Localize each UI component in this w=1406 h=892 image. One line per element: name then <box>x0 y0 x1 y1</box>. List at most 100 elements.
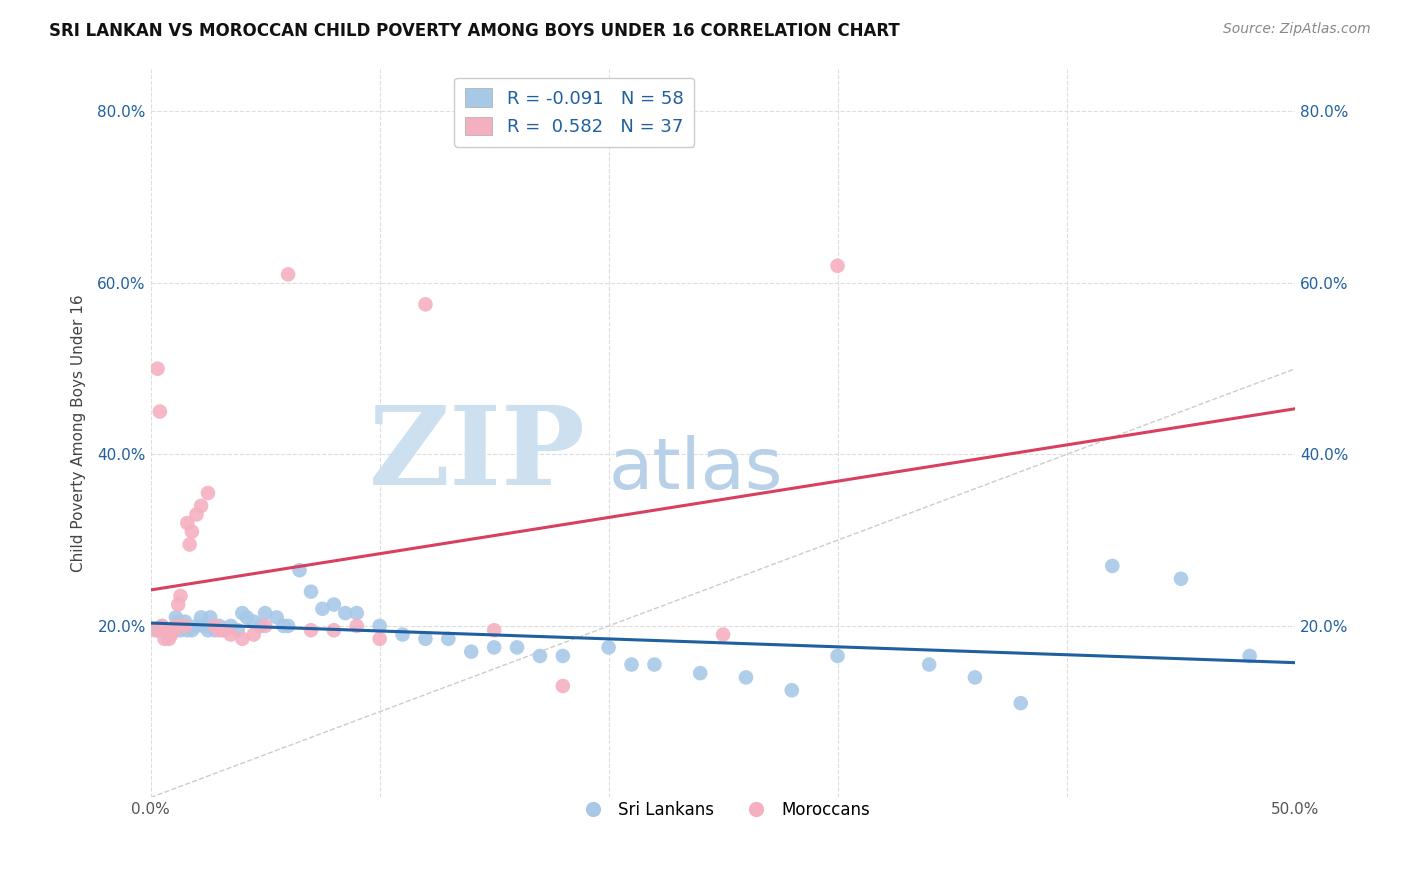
Point <box>368 619 391 633</box>
Point <box>288 563 311 577</box>
Point <box>219 619 242 633</box>
Point <box>277 268 299 282</box>
Point <box>153 632 176 646</box>
Point <box>157 627 180 641</box>
Point <box>1170 572 1192 586</box>
Y-axis label: Child Poverty Among Boys Under 16: Child Poverty Among Boys Under 16 <box>72 294 86 572</box>
Point <box>918 657 941 672</box>
Point <box>254 606 277 620</box>
Point <box>299 584 322 599</box>
Point <box>322 598 344 612</box>
Point <box>174 619 197 633</box>
Point <box>165 619 187 633</box>
Point <box>193 619 215 633</box>
Point <box>460 645 482 659</box>
Point <box>346 619 368 633</box>
Point <box>176 624 198 638</box>
Point <box>415 297 437 311</box>
Point <box>266 610 288 624</box>
Point <box>242 615 264 629</box>
Text: SRI LANKAN VS MOROCCAN CHILD POVERTY AMONG BOYS UNDER 16 CORRELATION CHART: SRI LANKAN VS MOROCCAN CHILD POVERTY AMO… <box>49 22 900 40</box>
Point <box>162 624 184 638</box>
Point <box>1239 648 1261 663</box>
Point <box>780 683 803 698</box>
Point <box>143 624 166 638</box>
Point <box>236 610 259 624</box>
Point <box>249 619 271 633</box>
Point <box>197 624 219 638</box>
Point <box>335 606 357 620</box>
Point <box>277 619 299 633</box>
Point <box>827 259 849 273</box>
Point <box>153 624 176 638</box>
Point <box>200 610 222 624</box>
Point <box>169 589 191 603</box>
Legend: Sri Lankans, Moroccans: Sri Lankans, Moroccans <box>569 794 876 826</box>
Point <box>190 499 212 513</box>
Point <box>963 670 986 684</box>
Point <box>186 619 208 633</box>
Point <box>162 624 184 638</box>
Point <box>146 361 169 376</box>
Point <box>190 610 212 624</box>
Point <box>146 624 169 638</box>
Point <box>208 624 231 638</box>
Point <box>181 524 204 539</box>
Point <box>150 619 173 633</box>
Point <box>551 648 574 663</box>
Point <box>186 508 208 522</box>
Point <box>643 657 665 672</box>
Point <box>620 657 643 672</box>
Point <box>150 619 173 633</box>
Point <box>156 624 179 638</box>
Point <box>197 486 219 500</box>
Point <box>172 619 194 633</box>
Point <box>157 632 180 646</box>
Point <box>735 670 758 684</box>
Point <box>169 624 191 638</box>
Point <box>1010 696 1032 710</box>
Point <box>598 640 620 655</box>
Point <box>167 598 190 612</box>
Point <box>231 632 253 646</box>
Point <box>172 619 194 633</box>
Point <box>689 666 711 681</box>
Point <box>179 537 201 551</box>
Point <box>160 627 183 641</box>
Point <box>231 606 253 620</box>
Point <box>299 624 322 638</box>
Point <box>212 624 235 638</box>
Point <box>391 627 413 641</box>
Point <box>254 619 277 633</box>
Text: atlas: atlas <box>609 435 783 504</box>
Point <box>204 619 226 633</box>
Point <box>208 619 231 633</box>
Point <box>529 648 551 663</box>
Point <box>204 624 226 638</box>
Point <box>322 624 344 638</box>
Point <box>149 404 172 418</box>
Point <box>711 627 734 641</box>
Point <box>174 615 197 629</box>
Point <box>167 615 190 629</box>
Text: Source: ZipAtlas.com: Source: ZipAtlas.com <box>1223 22 1371 37</box>
Point <box>273 619 295 633</box>
Point <box>346 606 368 620</box>
Point <box>415 632 437 646</box>
Point <box>827 648 849 663</box>
Point <box>368 632 391 646</box>
Point <box>506 640 529 655</box>
Point <box>482 640 505 655</box>
Point <box>219 627 242 641</box>
Point <box>181 624 204 638</box>
Point <box>212 624 235 638</box>
Point <box>165 610 187 624</box>
Point <box>176 516 198 530</box>
Point <box>437 632 460 646</box>
Point <box>482 624 505 638</box>
Point <box>551 679 574 693</box>
Point <box>1101 558 1123 573</box>
Point <box>311 602 333 616</box>
Point <box>226 624 249 638</box>
Point <box>242 627 264 641</box>
